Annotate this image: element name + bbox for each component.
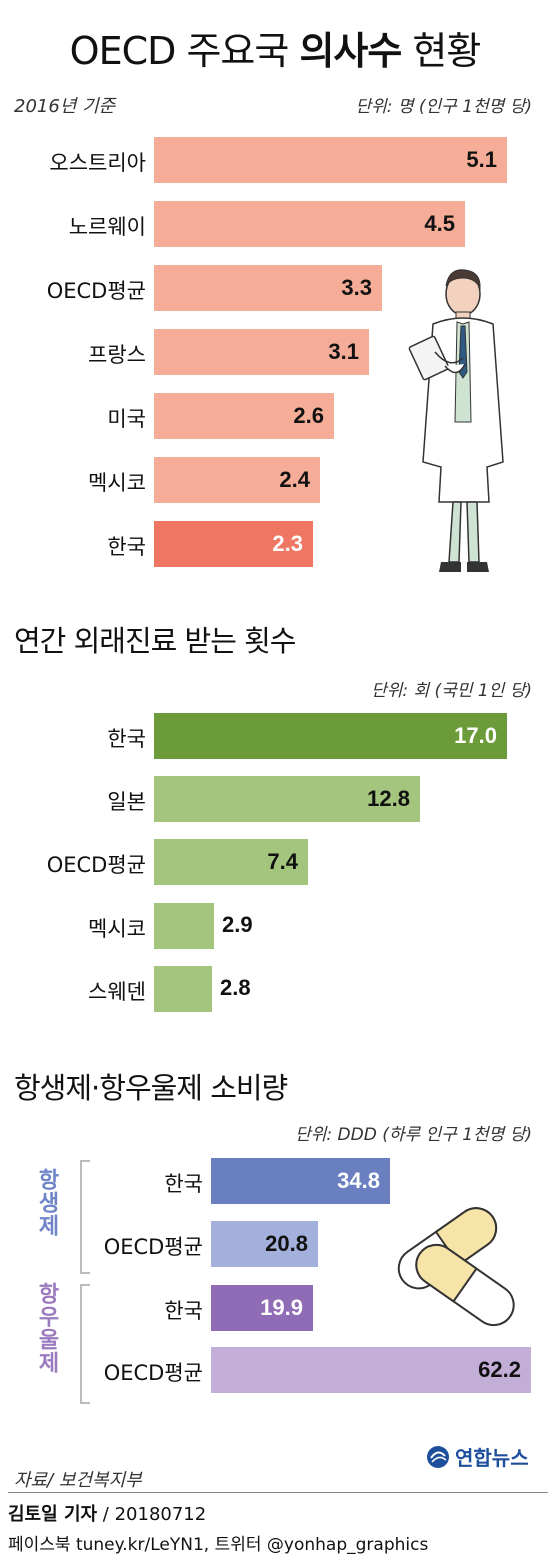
logo-text: 연합뉴스	[455, 1446, 529, 1470]
category-label-doctors-4: 미국	[107, 407, 146, 431]
antidepressant-bracket	[80, 1284, 90, 1404]
category-label-doctors-1: 노르웨이	[68, 215, 146, 239]
value-label-doctors-1: 4.5	[424, 211, 455, 236]
chart3-title: 항생제·항우울제 소비량	[14, 1071, 288, 1105]
bar-doctors-3: 3.1	[154, 329, 369, 375]
reporter-name: 김토일 기자	[8, 1504, 98, 1525]
category-label-doctors-0: 오스트리아	[49, 151, 146, 175]
bar-outpatient-0: 17.0	[154, 713, 507, 759]
antidepressant-group-label: 항우울제	[34, 1282, 59, 1374]
bar-outpatient-1: 12.8	[154, 776, 420, 822]
report-date: / 20180712	[97, 1504, 207, 1525]
bar-outpatient-2: 7.4	[154, 839, 308, 885]
category-label-drug-1-0: 한국	[164, 1299, 203, 1323]
bar-drug-0-0: 34.8	[211, 1158, 390, 1204]
outpatient-chart: 한국 17.0 일본 12.8 OECD평균 7.4 멕시코 2.9 스웨덴 2.8	[46, 713, 507, 1012]
yonhap-logo: 연합뉴스	[425, 1442, 529, 1471]
category-label-outpatient-0: 한국	[107, 727, 146, 751]
chart2-unit: 단위: 회 (국민 1인 당)	[371, 681, 532, 701]
value-label-drug-1-0: 19.9	[260, 1295, 303, 1320]
category-label-outpatient-1: 일본	[107, 790, 146, 814]
category-label-doctors-3: 프랑스	[88, 343, 146, 367]
reporter-line: 김토일 기자 / 20180712	[8, 1500, 206, 1526]
category-label-doctors-5: 멕시코	[88, 471, 146, 495]
bar-doctors-2: 3.3	[154, 265, 382, 311]
value-label-drug-0-1: 20.8	[265, 1231, 308, 1256]
title-bold: 의사수	[299, 29, 402, 73]
social-links: 페이스북 tuney.kr/LeYN1, 트위터 @yonhap_graphic…	[8, 1535, 429, 1555]
page-title: OECD 주요국 의사수 현황	[0, 20, 550, 75]
chart1-unit: 단위: 명 (인구 1천명 당)	[355, 97, 532, 117]
value-label-outpatient-1: 12.8	[367, 786, 410, 811]
value-label-drug-0-0: 34.8	[337, 1168, 380, 1193]
title-prefix: OECD 주요국	[69, 29, 300, 73]
bar-outpatient-4	[154, 966, 212, 1012]
value-label-doctors-6: 2.3	[272, 531, 303, 556]
antibiotic-bracket	[80, 1160, 90, 1274]
value-label-doctors-2: 3.3	[341, 275, 372, 300]
bar-drug-1-1: 62.2	[211, 1347, 531, 1393]
bar-doctors-5: 2.4	[154, 457, 320, 503]
chart3-unit: 단위: DDD (하루 인구 1천명 당)	[295, 1125, 532, 1145]
value-label-doctors-4: 2.6	[293, 403, 324, 428]
category-label-doctors-2: OECD평균	[46, 279, 146, 303]
category-label-outpatient-2: OECD평균	[46, 853, 146, 877]
antibiotic-group-label: 항생제	[34, 1168, 59, 1237]
globe-icon	[427, 1445, 449, 1468]
footer-divider	[8, 1492, 548, 1493]
bar-outpatient-3	[154, 903, 214, 949]
doctor-illustration	[408, 269, 504, 572]
title-suffix: 현황	[401, 29, 481, 73]
value-label-outpatient-0: 17.0	[454, 723, 497, 748]
value-label-outpatient-3: 2.9	[222, 912, 253, 937]
bar-doctors-4: 2.6	[154, 393, 334, 439]
bar-doctors-1: 4.5	[154, 201, 465, 247]
category-label-drug-0-0: 한국	[164, 1172, 203, 1196]
chart1-subtitle: 2016년 기준	[14, 96, 116, 117]
drug-consumption-chart: 한국 34.8 OECD평균 20.8 한국 19.9 OECD평균 62.2	[103, 1158, 531, 1393]
value-label-outpatient-2: 7.4	[267, 849, 298, 874]
chart2-title: 연간 외래진료 받는 횟수	[14, 624, 296, 658]
bar-doctors-0: 5.1	[154, 137, 507, 183]
source-label: 자료/ 보건복지부	[14, 1470, 142, 1491]
category-label-drug-1-1: OECD평균	[103, 1361, 203, 1385]
category-label-outpatient-3: 멕시코	[88, 917, 146, 941]
value-label-doctors-3: 3.1	[328, 339, 359, 364]
doctors-chart: 오스트리아 5.1 노르웨이 4.5 OECD평균 3.3 프랑스 3.1 미국 2.6 멕시코 2.…	[0, 0, 550, 580]
pills-illustration	[397, 1207, 515, 1327]
bar-drug-1-0: 19.9	[211, 1285, 313, 1331]
category-label-drug-0-1: OECD평균	[103, 1235, 203, 1259]
value-label-doctors-5: 2.4	[279, 467, 310, 492]
value-label-doctors-0: 5.1	[466, 147, 497, 172]
value-label-drug-1-1: 62.2	[478, 1357, 521, 1382]
value-label-outpatient-4: 2.8	[220, 975, 251, 1000]
bar-drug-0-1: 20.8	[211, 1221, 318, 1267]
category-label-outpatient-4: 스웨덴	[88, 980, 146, 1004]
bar-doctors-6: 2.3	[154, 521, 313, 567]
category-label-doctors-6: 한국	[107, 535, 146, 559]
